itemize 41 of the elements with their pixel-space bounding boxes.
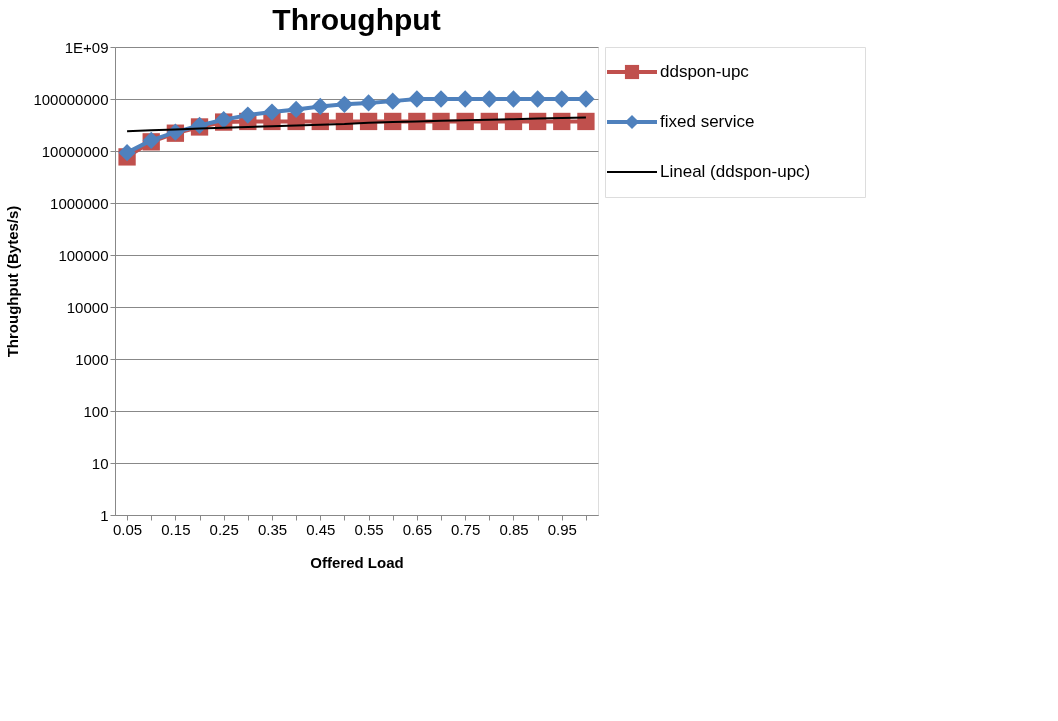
y-tick-label: 1000000 — [50, 194, 109, 212]
y-tick-label: 1 — [100, 506, 109, 524]
x-tick-label: 0.85 — [499, 520, 529, 538]
x-tick-label: 0.05 — [112, 520, 143, 538]
point — [408, 90, 426, 108]
point — [359, 94, 378, 112]
point — [335, 95, 354, 113]
x-tick-label: 0.75 — [451, 520, 481, 538]
x-tick-label: 0.45 — [306, 520, 336, 538]
point — [263, 103, 281, 121]
x-tick-label: 0.65 — [402, 520, 432, 538]
point — [553, 90, 571, 108]
point — [311, 97, 329, 116]
chart-title: Throughput — [272, 3, 441, 36]
y-tick-label: 1000 — [75, 350, 109, 368]
x-axis-title: Offered Load — [310, 553, 404, 571]
x-tick-label: 0.35 — [257, 520, 288, 538]
point — [432, 90, 450, 108]
y-tick-label: 10 — [91, 454, 109, 472]
y-tick-label: 100000000 — [33, 90, 109, 108]
y-tick-label: 10000 — [66, 298, 109, 316]
y-tick-label: 100000 — [58, 246, 109, 264]
legend-label: fixed service — [660, 112, 755, 131]
point — [287, 100, 305, 119]
y-tick-label: 10000000 — [41, 142, 109, 160]
legend-label: ddspon-upc — [660, 62, 750, 81]
y-axis-title: Throughput (Bytes/s) — [4, 205, 22, 358]
x-tick-label: 0.15 — [161, 520, 191, 538]
point — [456, 90, 474, 108]
point — [118, 143, 136, 162]
point — [480, 90, 498, 108]
y-tick-label: 1E+09 — [64, 38, 109, 56]
point — [239, 106, 257, 124]
point — [384, 92, 402, 110]
legend-label: Lineal (ddspon-upc) — [660, 162, 811, 181]
x-tick-label: 0.55 — [354, 520, 384, 538]
point — [577, 112, 595, 131]
x-tick-label: 0.25 — [209, 520, 239, 538]
x-tick-label: 0.95 — [547, 520, 577, 538]
point — [577, 90, 595, 108]
y-tick-label: 100 — [83, 402, 109, 420]
